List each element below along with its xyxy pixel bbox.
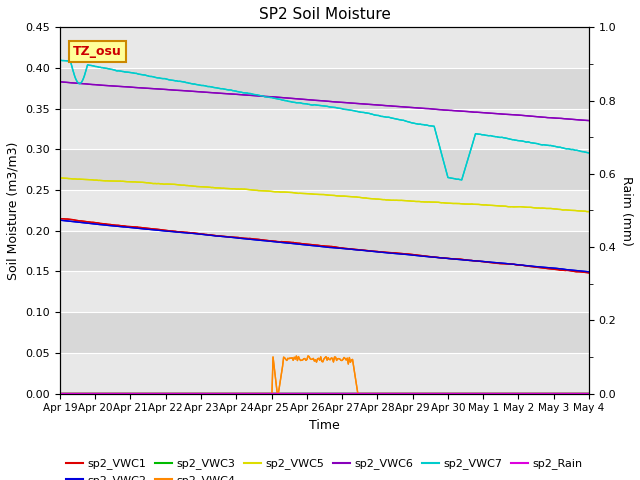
Bar bbox=[60, 108, 589, 149]
Bar bbox=[60, 149, 589, 190]
Y-axis label: Raim (mm): Raim (mm) bbox=[620, 176, 633, 245]
Legend: sp2_VWC1, sp2_VWC2, sp2_VWC3, sp2_VWC4, sp2_VWC5, sp2_VWC6, sp2_VWC7, sp2_Rain: sp2_VWC1, sp2_VWC2, sp2_VWC3, sp2_VWC4, … bbox=[62, 454, 587, 480]
Bar bbox=[60, 312, 589, 353]
Bar bbox=[60, 190, 589, 231]
Bar bbox=[60, 353, 589, 394]
Text: TZ_osu: TZ_osu bbox=[73, 45, 122, 58]
Y-axis label: Soil Moisture (m3/m3): Soil Moisture (m3/m3) bbox=[7, 141, 20, 280]
Bar bbox=[60, 27, 589, 68]
Bar bbox=[60, 272, 589, 312]
Bar bbox=[60, 231, 589, 272]
X-axis label: Time: Time bbox=[309, 419, 340, 432]
Title: SP2 Soil Moisture: SP2 Soil Moisture bbox=[259, 7, 390, 22]
Bar bbox=[60, 68, 589, 108]
